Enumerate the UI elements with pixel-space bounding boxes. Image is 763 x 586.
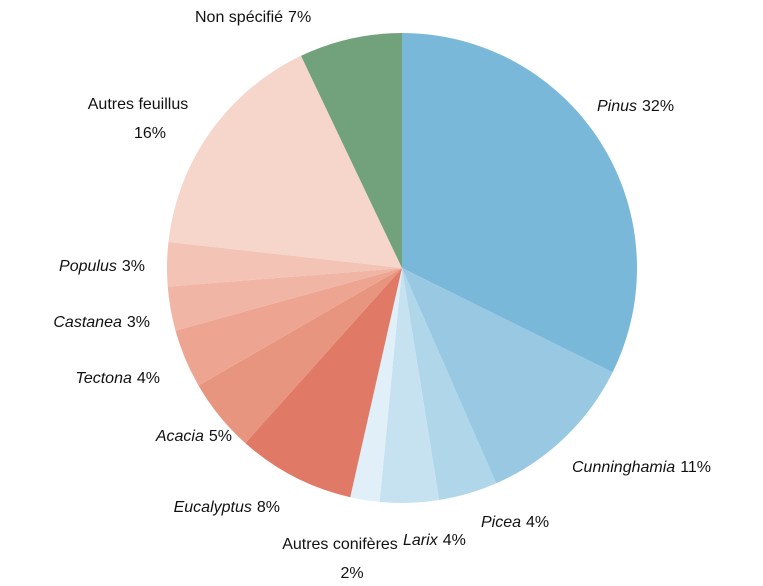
slice-label-name: Cunninghamia [572,459,675,476]
slice-label-name: Autres conifères [282,536,398,553]
slice-label: Eucalyptus 8% [174,499,280,516]
slice-label-value: 4% [526,514,549,531]
slice-label-name: Non spécifié [195,9,283,26]
slice-label: Tectona 4% [76,370,160,387]
slice-label-value: 5% [209,428,232,445]
slice-label: Non spécifié 7% [195,9,311,26]
slice-label: Pinus 32% [597,98,674,115]
slice-label-value: 4% [137,370,160,387]
slice-label-value: 7% [288,9,311,26]
slice-label-name: Castanea [53,314,122,331]
slice-label-value: 4% [443,532,466,549]
slice-label: Castanea 3% [53,314,150,331]
slice-label: Acacia 5% [155,428,232,445]
slice-label-name: Autres feuillus [88,96,189,113]
slice-label-name: Populus [59,258,117,275]
pie-slice [402,33,637,373]
slice-label-name: Eucalyptus [174,499,252,516]
slice-label-value: 11% [680,459,711,476]
slice-label-name: Picea [481,514,521,531]
pie-slice [198,268,402,444]
pie-slice [300,33,402,268]
slice-label-value: 16% [134,125,166,142]
pie-slice [166,241,402,287]
slice-label-value: 3% [127,314,150,331]
slice-label-name: Acacia [155,428,204,445]
pie-slice [402,268,497,501]
pie-slice [402,268,613,484]
slice-label-value: 3% [122,258,145,275]
slice-label: Cunninghamia 11% [572,459,711,476]
slice-label-value: 2% [340,565,363,582]
slice-label: Larix 4% [403,532,466,549]
pie-slice [167,268,402,331]
pie-slice [175,268,402,386]
slice-label-value: 32% [642,98,674,115]
pie-slice [379,268,440,504]
pie-slice [168,55,402,269]
slice-label: Picea 4% [481,514,549,531]
slice-label-value: 8% [257,499,280,516]
slice-label: Populus 3% [59,258,145,275]
pie-slice [245,268,402,498]
slice-label-name: Tectona [76,370,132,387]
slice-label-name: Pinus [597,98,637,115]
slice-label-name: Larix [403,532,439,549]
pie-slice [350,268,402,502]
